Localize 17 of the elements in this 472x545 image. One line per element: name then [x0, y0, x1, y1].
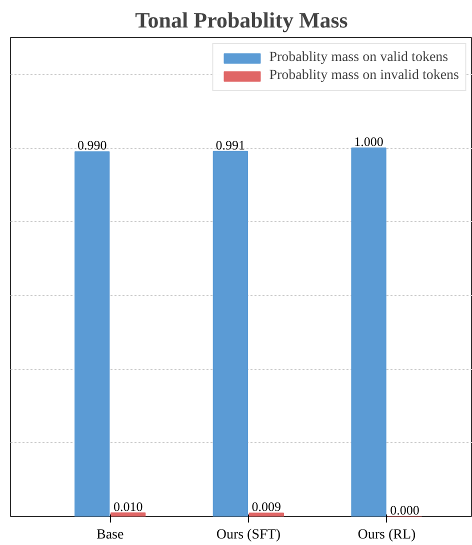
- data-label: 0.000: [390, 502, 420, 518]
- bar: [212, 150, 248, 516]
- x-tick-label: Ours (RL): [358, 528, 416, 542]
- x-tick-label: Base: [96, 528, 124, 542]
- data-label: 1.000: [354, 134, 384, 150]
- data-label: 0.990: [77, 138, 107, 153]
- data-label: 0.991: [216, 137, 246, 152]
- data-label: 0.010: [113, 498, 143, 514]
- legend-label: Probablity mass on valid tokens: [269, 50, 448, 66]
- x-tick-label: Ours (SFT): [216, 528, 281, 542]
- bar: [74, 151, 110, 516]
- bar: [351, 148, 386, 516]
- legend-label: Probablity mass on invalid tokens: [269, 68, 459, 84]
- bar: [110, 512, 146, 516]
- chart-title: Tonal Probablity Mass: [135, 8, 348, 32]
- data-label: 0.009: [252, 499, 282, 514]
- bar: [248, 512, 284, 516]
